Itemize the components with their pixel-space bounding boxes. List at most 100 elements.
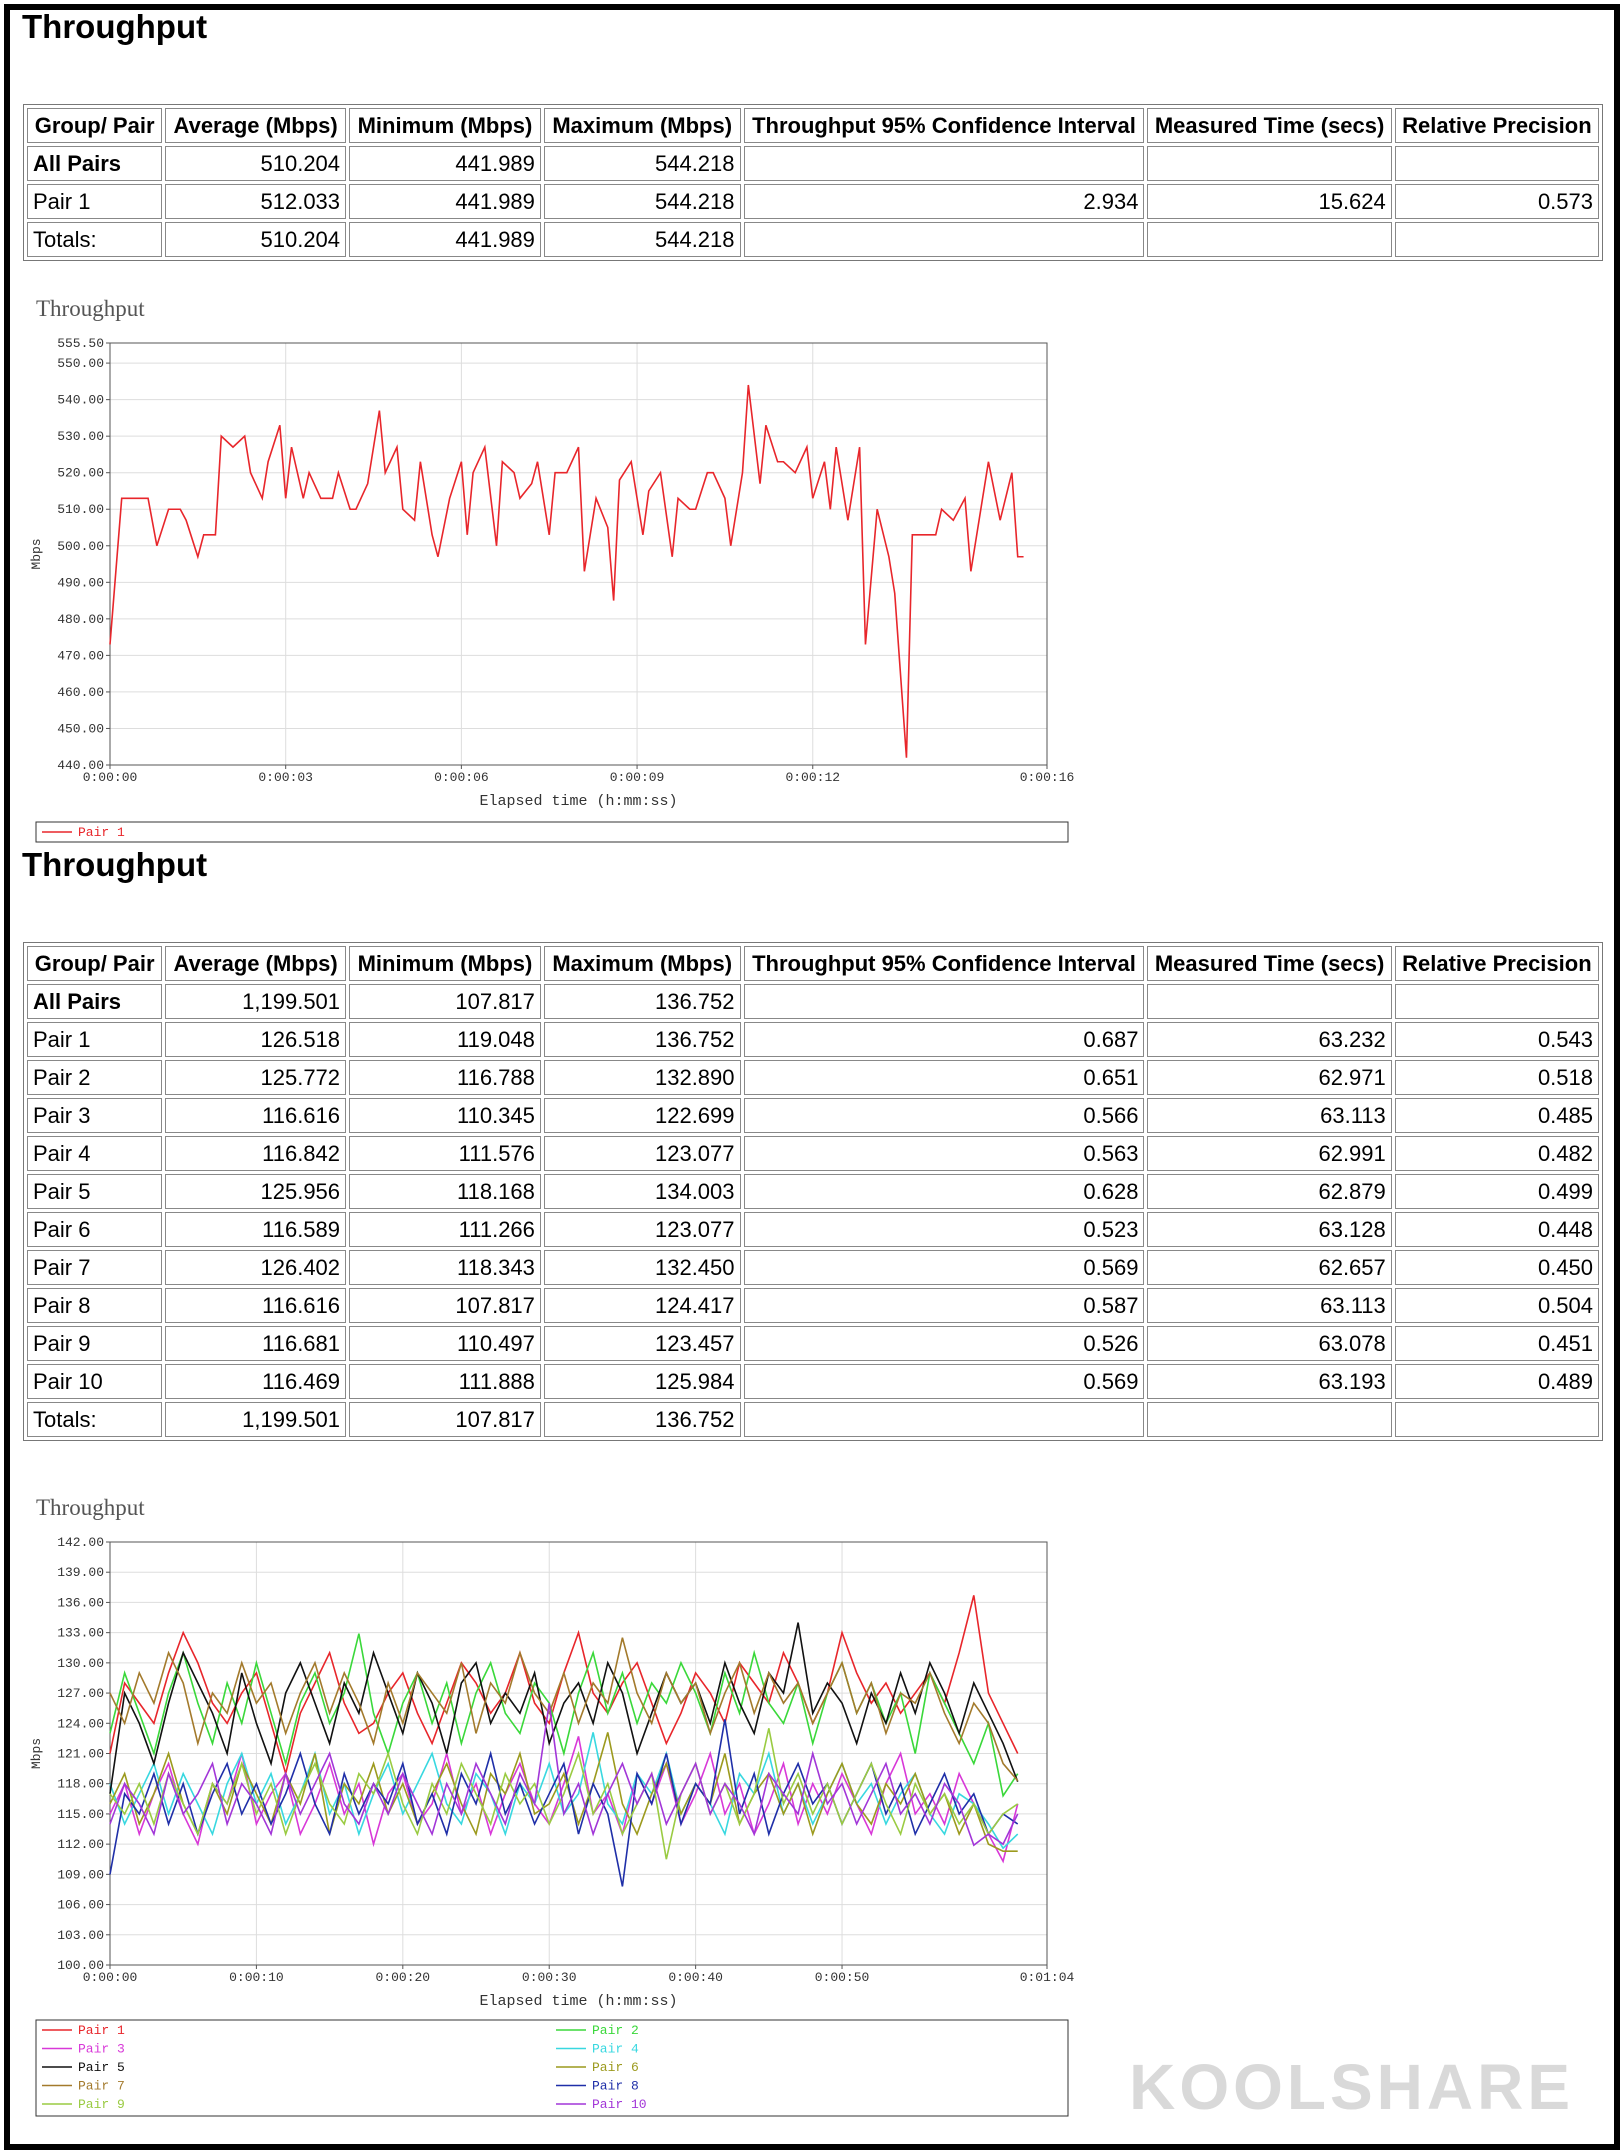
- table-cell: 1,199.501: [165, 1402, 347, 1437]
- x-tick-label: 0:00:00: [83, 1970, 138, 1985]
- data-table: Group/ Pair Average (Mbps) Minimum (Mbps) M…: [23, 942, 1603, 1441]
- table-cell: 510.204: [165, 222, 347, 257]
- table-cell: 126.518: [165, 1022, 347, 1057]
- table-cell: 0.485: [1394, 1098, 1599, 1133]
- table-cell: 0.543: [1394, 1022, 1599, 1057]
- table-cell: 0.566: [743, 1098, 1145, 1133]
- series-line: [109, 1703, 1019, 1847]
- header-cell: Minimum (Mbps): [349, 946, 541, 981]
- table-cell: [743, 146, 1145, 181]
- y-tick-label: 460.00: [57, 685, 104, 700]
- table-cell: [1147, 222, 1392, 257]
- table-cell: 544.218: [543, 146, 741, 181]
- table-cell: 116.842: [165, 1136, 347, 1171]
- series-line: [109, 1622, 1019, 1794]
- table-cell: 0.489: [1394, 1364, 1599, 1399]
- table-cell: 0.499: [1394, 1174, 1599, 1209]
- legend-label: Pair 6: [592, 2060, 639, 2075]
- legend-label: Pair 1: [78, 825, 125, 840]
- y-tick-label: 450.00: [57, 721, 104, 736]
- table-row: Totals: 1,199.501 107.817 136.752: [27, 1402, 1599, 1437]
- table-cell: 0.573: [1394, 184, 1599, 219]
- y-tick-label: 555.50: [57, 336, 104, 351]
- table-cell: All Pairs: [27, 146, 163, 181]
- table-cell: 136.752: [543, 984, 741, 1019]
- y-tick-label: 530.00: [57, 429, 104, 444]
- table-row: Pair 1 512.033 441.989 544.218 2.934 15.624 0.…: [27, 184, 1599, 219]
- table-cell: 122.699: [543, 1098, 741, 1133]
- table-cell: All Pairs: [27, 984, 163, 1019]
- table-cell: Pair 5: [27, 1174, 163, 1209]
- table-row: Pair 9 116.681 110.497 123.457 0.526 63.078 0.…: [27, 1326, 1599, 1361]
- table-cell: [1394, 1402, 1599, 1437]
- y-tick-label: 510.00: [57, 502, 104, 517]
- table-cell: 63.113: [1147, 1288, 1392, 1323]
- y-tick-label: 550.00: [57, 356, 104, 371]
- legend-label: Pair 2: [592, 2023, 639, 2038]
- legend-label: Pair 4: [592, 2042, 639, 2057]
- header-cell: Relative Precision: [1394, 108, 1599, 143]
- legend-label: Pair 9: [78, 2097, 125, 2112]
- section-title: Throughput: [22, 8, 208, 45]
- table-cell: 63.078: [1147, 1326, 1392, 1361]
- table-cell: 0.651: [743, 1060, 1145, 1095]
- table-cell: 124.417: [543, 1288, 741, 1323]
- table-cell: 116.589: [165, 1212, 347, 1247]
- y-tick-label: 103.00: [57, 1928, 104, 1943]
- table-cell: 63.113: [1147, 1098, 1392, 1133]
- table-cell: 0.563: [743, 1136, 1145, 1171]
- table-cell: 132.450: [543, 1250, 741, 1285]
- table-cell: [1147, 146, 1392, 181]
- header-row: Group/ Pair Average (Mbps) Minimum (Mbps) M…: [27, 946, 1599, 981]
- table-cell: Pair 7: [27, 1250, 163, 1285]
- table-row: Pair 10 116.469 111.888 125.984 0.569 63.193 0…: [27, 1364, 1599, 1399]
- legend-box: [35, 821, 1069, 843]
- table-cell: Pair 2: [27, 1060, 163, 1095]
- table-cell: 107.817: [349, 1288, 541, 1323]
- y-tick-label: 133.00: [57, 1626, 104, 1641]
- table-cell: 0.526: [743, 1326, 1145, 1361]
- table-cell: 15.624: [1147, 184, 1392, 219]
- table-cell: 62.991: [1147, 1136, 1392, 1171]
- table-cell: 118.343: [349, 1250, 541, 1285]
- header-cell: Minimum (Mbps): [349, 108, 541, 143]
- frame: [4, 4, 1620, 2150]
- header-cell: Throughput 95% Confidence Interval: [743, 946, 1145, 981]
- y-tick-label: 470.00: [57, 648, 104, 663]
- y-tick-label: 480.00: [57, 612, 104, 627]
- y-tick-label: 490.00: [57, 575, 104, 590]
- y-tick-label: 136.00: [57, 1595, 104, 1610]
- table-cell: 125.772: [165, 1060, 347, 1095]
- x-tick-label: 0:00:50: [815, 1970, 870, 1985]
- table-cell: 62.971: [1147, 1060, 1392, 1095]
- table-cell: 110.497: [349, 1326, 541, 1361]
- table-cell: 441.989: [349, 146, 541, 181]
- header-cell: Relative Precision: [1394, 946, 1599, 981]
- table-cell: Pair 10: [27, 1364, 163, 1399]
- section-title: Throughput: [22, 846, 208, 883]
- table-cell: 62.657: [1147, 1250, 1392, 1285]
- table-cell: 111.266: [349, 1212, 541, 1247]
- table-cell: 116.616: [165, 1288, 347, 1323]
- table-cell: 0.628: [743, 1174, 1145, 1209]
- table-cell: Pair 6: [27, 1212, 163, 1247]
- x-tick-label: 0:00:20: [376, 1970, 431, 1985]
- table-cell: 62.879: [1147, 1174, 1392, 1209]
- x-tick-label: 0:00:06: [434, 770, 489, 785]
- header-cell: Group/ Pair: [27, 946, 163, 981]
- y-tick-label: 520.00: [57, 466, 104, 481]
- table-cell: 107.817: [349, 984, 541, 1019]
- table-cell: Pair 1: [27, 184, 163, 219]
- legend-label: Pair 1: [78, 2023, 125, 2038]
- table-cell: 0.569: [743, 1364, 1145, 1399]
- y-tick-label: 106.00: [57, 1898, 104, 1913]
- x-tick-label: 0:00:40: [668, 1970, 723, 1985]
- table-cell: 132.890: [543, 1060, 741, 1095]
- series-line: [109, 1637, 1019, 1782]
- header-cell: Average (Mbps): [165, 108, 347, 143]
- table-cell: [1147, 1402, 1392, 1437]
- y-tick-label: 109.00: [57, 1867, 104, 1882]
- y-tick-label: 142.00: [57, 1535, 104, 1550]
- table-cell: Totals:: [27, 222, 163, 257]
- table-cell: 544.218: [543, 184, 741, 219]
